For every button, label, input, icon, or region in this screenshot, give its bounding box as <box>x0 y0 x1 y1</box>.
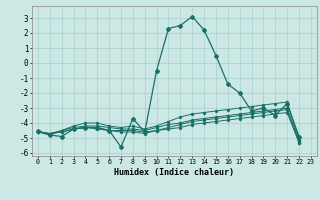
X-axis label: Humidex (Indice chaleur): Humidex (Indice chaleur) <box>115 168 234 177</box>
